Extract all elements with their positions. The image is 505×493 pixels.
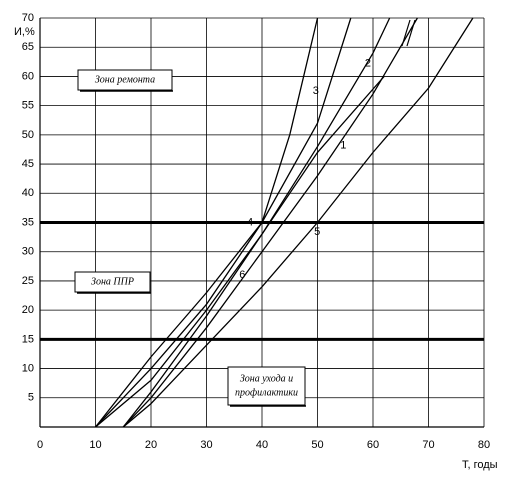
x-tick-label: 40	[256, 439, 268, 451]
x-tick-label: 20	[145, 439, 157, 451]
series-label: 6	[239, 269, 245, 281]
zone-label: Зона ремонта	[95, 74, 155, 85]
y-tick-label: 30	[22, 246, 34, 258]
zone-box	[227, 366, 306, 406]
zone-label: профилактики	[235, 387, 298, 398]
y-tick-label: 25	[22, 275, 34, 287]
data-line	[122, 76, 385, 428]
x-axis-label: Т, годы	[462, 459, 498, 471]
series-label: 5	[314, 226, 320, 238]
y-tick-label: 10	[22, 362, 34, 374]
y-tick-label: 60	[22, 70, 34, 82]
y-tick-label: 65	[22, 41, 34, 53]
x-tick-label: 60	[367, 439, 379, 451]
y-tick-label: 55	[22, 100, 34, 112]
x-tick-label: 50	[311, 439, 323, 451]
zone-box	[74, 271, 151, 293]
series-label: 3	[313, 85, 319, 97]
y-tick-label: 15	[22, 333, 34, 345]
y-tick-label: 45	[22, 158, 34, 170]
data-line	[122, 17, 418, 428]
y-tick-label: 50	[22, 129, 34, 141]
series-label: 4	[247, 216, 253, 228]
series-label: 2	[365, 58, 371, 70]
zone-label: Зона ухода и	[240, 373, 293, 384]
y-tick-label: 5	[28, 392, 34, 404]
zone-box	[77, 69, 173, 91]
data-line	[122, 17, 474, 428]
x-tick-label: 80	[478, 439, 490, 451]
x-tick-label: 10	[89, 439, 101, 451]
zone-label: Зона ППР	[91, 276, 134, 287]
data-line	[94, 17, 319, 428]
x-tick-label: 0	[37, 439, 43, 451]
y-tick-label: 20	[22, 304, 34, 316]
y-axis-label: И,%	[14, 26, 35, 38]
y-tick-label: 70	[22, 12, 34, 24]
data-line	[95, 17, 352, 428]
series-label: 1	[340, 139, 346, 151]
x-tick-label: 30	[200, 439, 212, 451]
x-tick-label: 70	[422, 439, 434, 451]
y-tick-label: 35	[22, 216, 34, 228]
y-tick-label: 40	[22, 187, 34, 199]
